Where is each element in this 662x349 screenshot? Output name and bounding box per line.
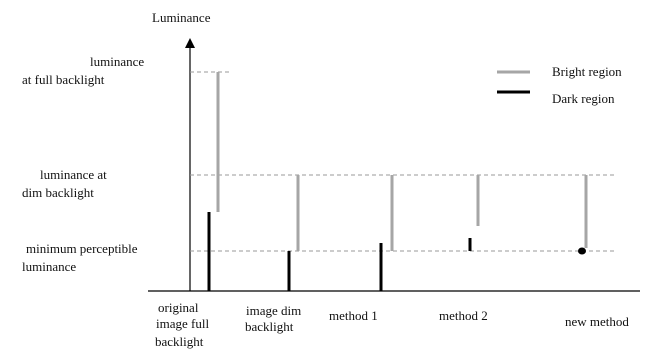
legend-dark-label: Dark region: [552, 91, 615, 106]
col-method1-label: method 1: [329, 308, 378, 323]
y-axis-arrow-icon: [185, 38, 195, 48]
full-level-label-line1: luminance: [90, 54, 144, 69]
dim-level-label-line1: luminance at: [40, 167, 107, 182]
col-dim-label-2: backlight: [245, 319, 294, 334]
col-original-label-1: original: [158, 300, 199, 315]
dim-level-label-line2: dim backlight: [22, 185, 94, 200]
bar-new-dark-dot: [578, 247, 586, 255]
col-original-label-3: backlight: [155, 334, 204, 349]
full-level-label-line2: at full backlight: [22, 72, 105, 87]
min-level-label-line2: luminance: [22, 259, 76, 274]
min-level-label-line1: minimum perceptible: [26, 241, 138, 256]
y-axis-label: Luminance: [152, 10, 211, 25]
legend-bright-label: Bright region: [552, 64, 622, 79]
col-original-label-2: image full: [156, 316, 209, 331]
col-new-method-label: new method: [565, 314, 629, 329]
col-dim-label-1: image dim: [246, 303, 301, 318]
col-method2-label: method 2: [439, 308, 488, 323]
